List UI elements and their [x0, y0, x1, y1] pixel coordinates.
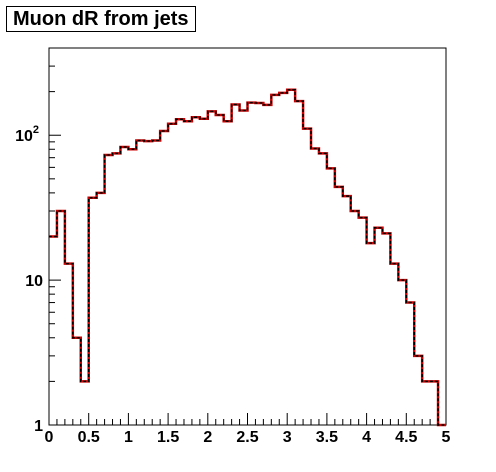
x-tick-label: 3.5 [316, 429, 338, 446]
x-tick-label: 5 [442, 429, 451, 446]
histogram-series-1 [49, 89, 446, 426]
x-tick-label: 2 [203, 429, 212, 446]
y-tick-label: 10 [25, 273, 43, 290]
x-tick-label: 3 [283, 429, 292, 446]
y-tick-label-exponent: 2 [33, 124, 39, 136]
x-tick-label: 4.5 [395, 429, 417, 446]
chart-title: Muon dR from jets [13, 7, 189, 30]
x-tick-label: 0 [45, 429, 54, 446]
y-tick-label-base: 10 [15, 128, 33, 145]
x-tick-label: 1 [124, 429, 133, 446]
chart-title-box: Muon dR from jets [6, 6, 196, 32]
x-tick-label: 1.5 [157, 429, 179, 446]
x-tick-label: 0.5 [78, 429, 100, 446]
x-tick-label: 4 [362, 429, 371, 446]
y-tick-label: 102 [15, 124, 39, 145]
series-layer [49, 88, 446, 427]
x-tick-label: 2.5 [236, 429, 258, 446]
y-tick-label: 1 [34, 418, 43, 435]
x-tick-labels: 0 0.5 1 1.5 2 2.5 3 3.5 4 4.5 5 [45, 429, 451, 446]
axis-ticks [48, 47, 447, 426]
